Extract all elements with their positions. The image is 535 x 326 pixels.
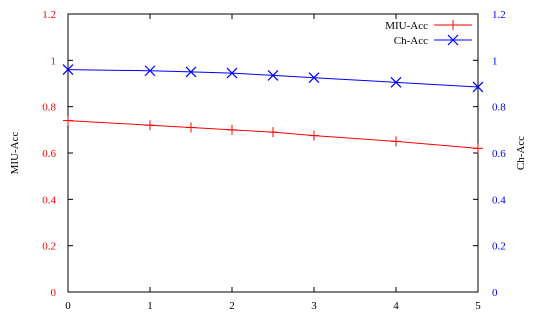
data-point-ch-acc-d2 <box>390 76 402 88</box>
data-point-miu-acc <box>391 136 401 147</box>
y-axis-label: MIU-Acc <box>9 132 21 175</box>
legend-marker-ch-acc-d2 <box>447 34 459 46</box>
data-point-ch-acc <box>226 67 238 79</box>
data-point-ch-acc <box>308 72 320 84</box>
data-point-miu-acc <box>227 124 237 135</box>
y2-tick-label: 0.8 <box>492 102 506 114</box>
legend-marker-miu-acc <box>448 20 458 30</box>
data-point-ch-acc <box>144 65 156 77</box>
y2-tick-label: 1 <box>492 55 498 67</box>
data-point-miu-acc <box>473 143 483 154</box>
y2-axis-label: Ch-Acc <box>515 136 527 170</box>
data-point-miu-acc <box>145 120 155 131</box>
data-point-miu-acc <box>268 127 278 138</box>
legend-label-miu-acc: MIU-Acc <box>385 20 428 32</box>
data-point-ch-acc <box>62 64 74 76</box>
y2-tick-label: 0.2 <box>492 241 506 253</box>
x-tick-label: 5 <box>475 300 481 312</box>
data-point-ch-acc <box>472 81 484 93</box>
ticks: 0 1 2 3 4 500.20.40.60.811.200.20.40.60.811.2 <box>42 9 506 312</box>
y2-tick-label: 0.6 <box>492 148 506 160</box>
x-tick-label: 0 <box>65 300 71 312</box>
series-line-ch-acc <box>67 69 479 88</box>
data-point-ch-acc <box>185 66 197 78</box>
y-tick-label: 0 <box>51 287 57 299</box>
x-tick-label: 1 <box>147 300 153 312</box>
data-point-ch-acc-d2 <box>144 65 156 77</box>
data-point-ch-acc <box>267 69 279 81</box>
axes <box>67 13 479 293</box>
data-point-ch-acc-d2 <box>308 72 320 84</box>
legend-marker-ch-acc <box>447 34 459 46</box>
data-point-ch-acc-d2 <box>472 81 484 93</box>
data-point-ch-acc <box>390 76 402 88</box>
data-point-miu-acc <box>63 115 73 126</box>
legend: MIU-Acc Ch-Acc <box>385 20 472 47</box>
data-point-miu-acc <box>186 122 196 133</box>
y2-tick-label: 1.2 <box>492 9 506 21</box>
series <box>62 64 484 154</box>
y-tick-label: 1 <box>51 55 57 67</box>
series-line-miu-acc <box>67 120 479 149</box>
x-tick-label: 4 <box>393 300 399 312</box>
y2-tick-label: 0.4 <box>492 194 506 206</box>
plot-frame <box>67 13 479 293</box>
data-point-ch-acc-d2 <box>62 64 74 76</box>
x-tick-label: 3 <box>311 300 317 312</box>
data-point-ch-acc-d2 <box>226 67 238 79</box>
data-point-ch-acc-d2 <box>185 66 197 78</box>
y-tick-label: 0.2 <box>42 241 56 253</box>
y-tick-label: 1.2 <box>42 9 56 21</box>
legend-label-ch-acc: Ch-Acc <box>394 35 428 47</box>
y-tick-label: 0.6 <box>42 148 56 160</box>
data-point-ch-acc-d2 <box>267 69 279 81</box>
x-tick-label: 2 <box>229 300 235 312</box>
y2-tick-label: 0 <box>492 287 498 299</box>
data-point-miu-acc <box>309 130 319 141</box>
y-tick-label: 0.8 <box>42 102 56 114</box>
y-tick-label: 0.4 <box>42 194 56 206</box>
